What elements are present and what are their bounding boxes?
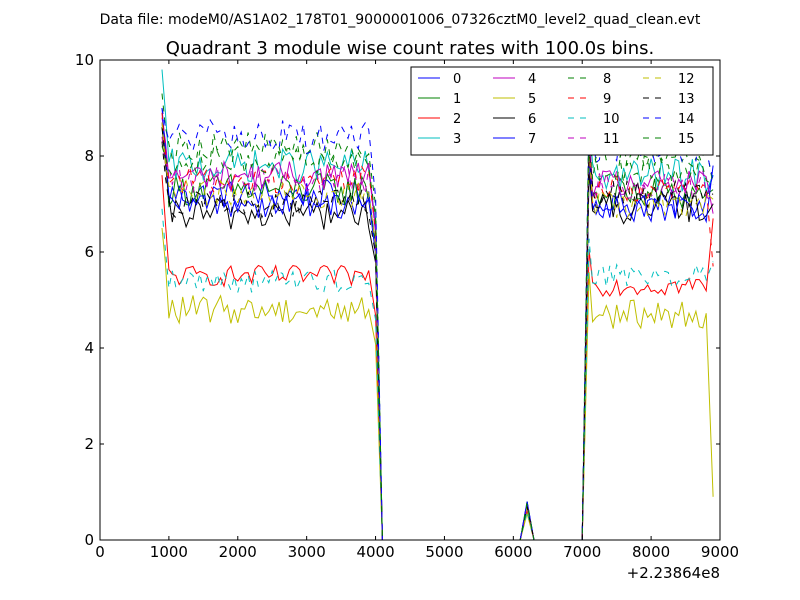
axes-frame [99, 59, 721, 541]
legend-label-12: 12 [678, 72, 695, 87]
x-tick-label: 3000 [288, 543, 326, 561]
legend-label-6: 6 [528, 112, 536, 127]
plot-area: 0 1000 2000 3000 4000 5000 6000 7000 8000 9000 0 2 4… [75, 51, 739, 561]
legend-label-10: 10 [603, 112, 620, 127]
legend-label-1: 1 [453, 92, 461, 107]
chart-title: Quadrant 3 module wise count rates with … [166, 38, 655, 59]
legend-frame [410, 66, 714, 156]
x-tick-label: 7000 [563, 543, 601, 561]
legend-label-4: 4 [528, 72, 536, 87]
legend-label-9: 9 [603, 92, 611, 107]
series-line-12 [161, 122, 714, 540]
legend-label-14: 14 [678, 112, 695, 127]
x-tick-label: 6000 [494, 543, 532, 561]
legend-label-7: 7 [528, 132, 536, 147]
series-line-1 [161, 127, 714, 540]
legend-label-0: 0 [453, 72, 461, 87]
legend-label-8: 8 [603, 72, 611, 87]
series-layer [161, 69, 714, 540]
y-tick-label: 6 [84, 243, 94, 261]
y-tick-label: 2 [84, 435, 94, 453]
y-tick-label: 10 [75, 51, 94, 69]
y-tick-label: 4 [84, 339, 94, 357]
y-tick-label: 8 [84, 147, 94, 165]
legend-label-13: 13 [678, 92, 695, 107]
x-tick-label: 5000 [425, 543, 463, 561]
series-line-2 [161, 175, 714, 540]
series-line-3 [161, 69, 714, 540]
series-line-15 [161, 113, 714, 540]
x-offset-label: +2.23864e8 [627, 564, 720, 582]
legend-label-15: 15 [678, 132, 695, 147]
y-tick-label: 0 [84, 531, 94, 549]
series-line-0 [161, 122, 714, 540]
x-tick-label: 2000 [219, 543, 257, 561]
tick-layer: 0 1000 2000 3000 4000 5000 6000 7000 8000 9000 0 2 4… [75, 51, 739, 561]
legend-label-3: 3 [453, 132, 461, 147]
series-line-7 [161, 107, 714, 540]
x-tick-label: 8000 [632, 543, 670, 561]
x-tick-label: 9000 [701, 543, 739, 561]
legend-label-2: 2 [453, 112, 461, 127]
legend-label-11: 11 [603, 132, 620, 147]
x-tick-label: 1000 [150, 543, 188, 561]
series-line-13 [161, 141, 714, 540]
series-line-5 [161, 227, 714, 540]
x-tick-label: 0 [95, 543, 105, 561]
x-tick-label: 4000 [356, 543, 394, 561]
suptitle: Data file: modeM0/AS1A02_178T01_90000010… [100, 12, 701, 28]
legend-label-5: 5 [528, 92, 536, 107]
